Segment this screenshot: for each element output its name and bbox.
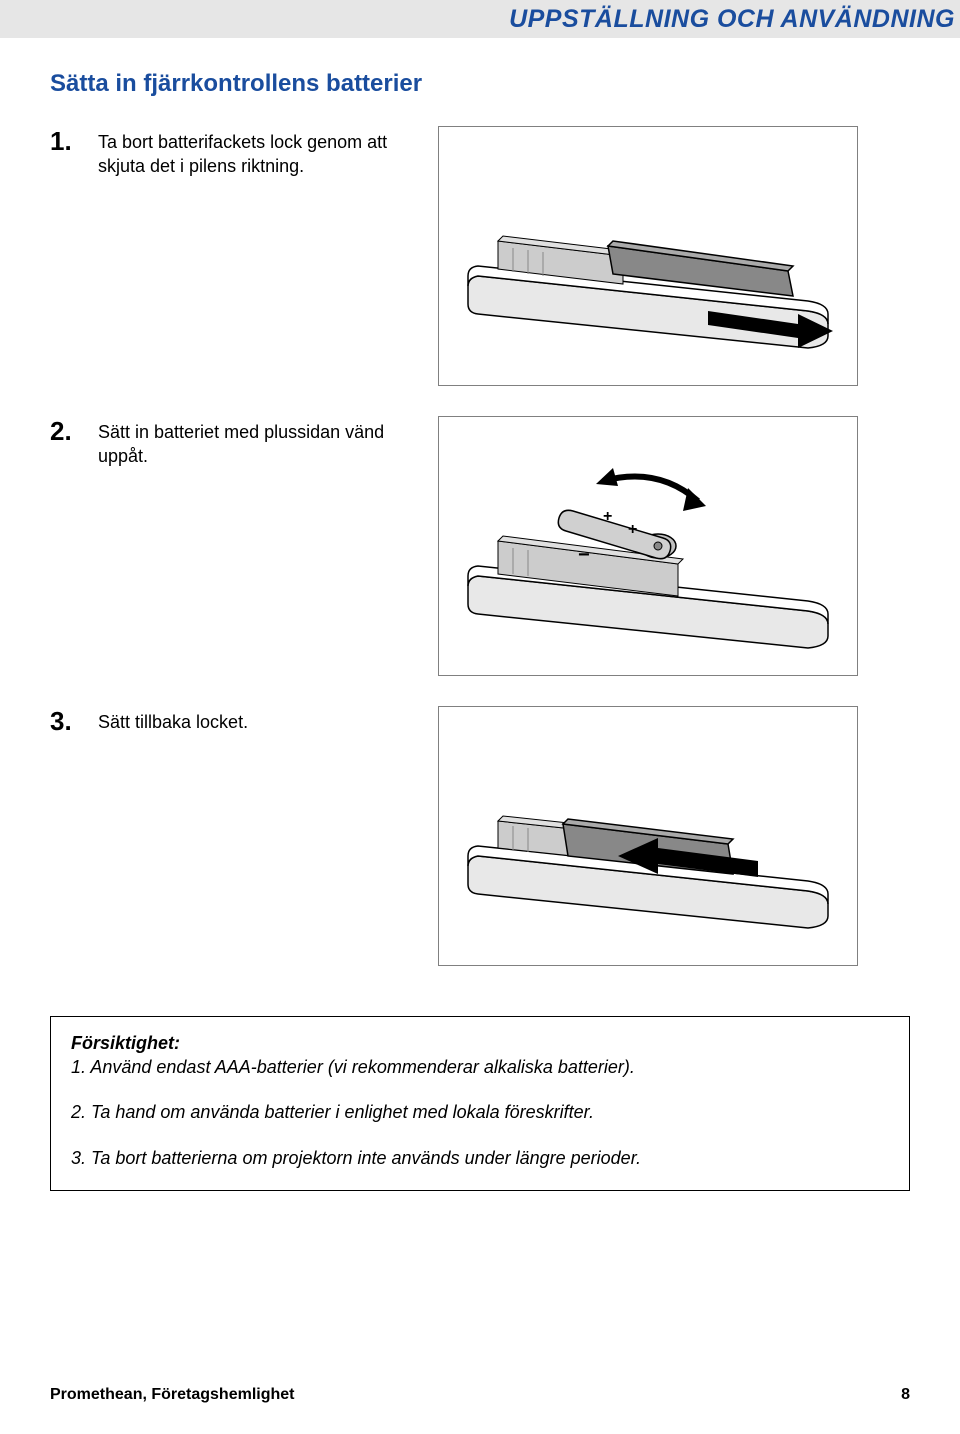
page-content: Sätta in fjärrkontrollens batterier 1. T… [0,70,960,1191]
caution-box: Försiktighet: 1. Använd endast AAA-batte… [50,1016,910,1191]
step-number-3: 3. [50,706,98,737]
caution-item-2: 2. Ta hand om använda batterier i enligh… [71,1101,889,1124]
footer: Promethean, Företagshemlighet 8 [50,1386,910,1404]
step-number-1: 1. [50,126,98,157]
step-number-2: 2. [50,416,98,447]
step-row-2: 2. Sätt in batteriet med plussidan vänd … [50,416,910,696]
step-text-1: Ta bort batterifackets lock genom att sk… [98,126,438,179]
step-text-2: Sätt in batteriet med plussidan vänd upp… [98,416,438,469]
caution-item-1: 1. Använd endast AAA-batterier (vi rekom… [71,1056,889,1079]
step-image-3 [438,706,858,966]
footer-page-number: 8 [901,1386,910,1404]
step-text-3: Sätt tillbaka locket. [98,706,438,734]
caution-item-3: 3. Ta bort batterierna om projektorn int… [71,1147,889,1170]
step-row-1: 1. Ta bort batterifackets lock genom att… [50,126,910,406]
caution-title: Försiktighet: [71,1033,889,1054]
svg-text:+: + [603,508,612,525]
step-image-1 [438,126,858,386]
step-image-2: + + − [438,416,858,676]
footer-left: Promethean, Företagshemlighet [50,1386,295,1404]
header-title: UPPSTÄLLNING OCH ANVÄNDNING [509,5,960,34]
subtitle: Sätta in fjärrkontrollens batterier [50,70,910,98]
svg-text:+: + [628,521,637,538]
step-row-3: 3. Sätt tillbaka locket. [50,706,910,986]
svg-text:−: − [578,544,590,566]
header-bar: UPPSTÄLLNING OCH ANVÄNDNING [0,0,960,38]
